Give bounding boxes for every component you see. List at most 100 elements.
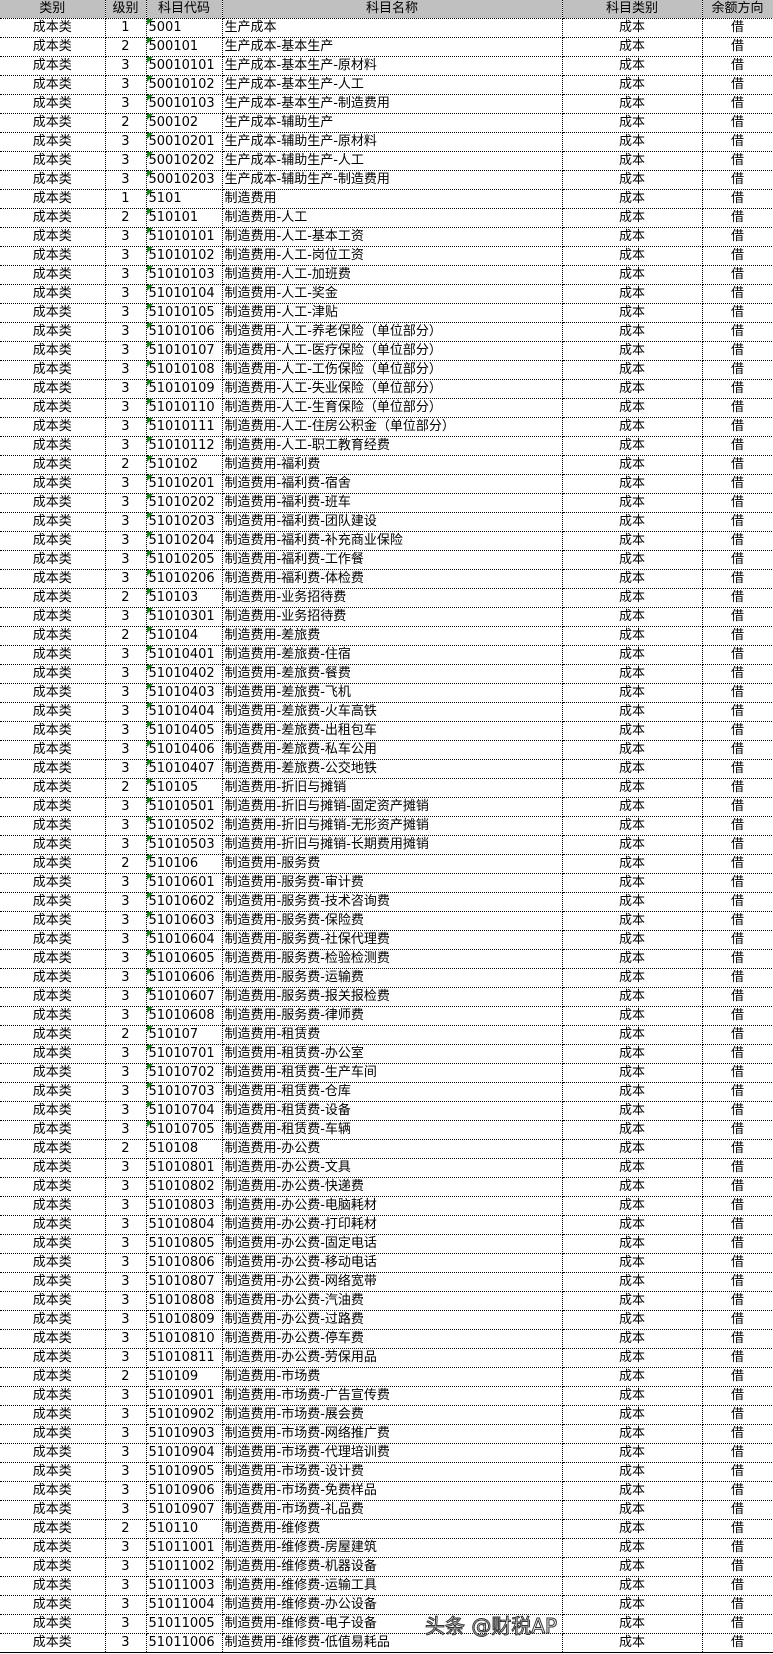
error-indicator-icon[interactable] [146, 114, 153, 120]
level-cell[interactable]: 3 [105, 1329, 147, 1349]
name-cell[interactable]: 制造费用-维修费-机器设备 [222, 1557, 563, 1577]
code-cell[interactable]: 51010811 [146, 1348, 223, 1368]
name-cell[interactable]: 制造费用-办公费-过路费 [222, 1310, 563, 1330]
error-indicator-icon[interactable] [146, 437, 153, 443]
balance-direction-cell[interactable]: 借 [702, 1310, 773, 1330]
balance-direction-cell[interactable]: 借 [702, 778, 773, 798]
category-cell[interactable]: 成本类 [0, 417, 106, 437]
balance-direction-cell[interactable]: 借 [702, 873, 773, 893]
code-cell[interactable]: 51010703 [146, 1082, 223, 1102]
balance-direction-cell[interactable]: 借 [702, 227, 773, 247]
balance-direction-cell[interactable]: 借 [702, 512, 773, 532]
category-cell[interactable]: 成本类 [0, 1234, 106, 1254]
name-cell[interactable]: 制造费用-办公费-停车费 [222, 1329, 563, 1349]
name-cell[interactable]: 制造费用-业务招待费 [222, 607, 563, 627]
name-cell[interactable]: 制造费用-差旅费-餐费 [222, 664, 563, 684]
code-cell[interactable]: 51010807 [146, 1272, 223, 1292]
category-cell[interactable]: 成本类 [0, 835, 106, 855]
code-cell[interactable]: 51010601 [146, 873, 223, 893]
balance-direction-cell[interactable]: 借 [702, 588, 773, 608]
error-indicator-icon[interactable] [146, 494, 153, 500]
account-type-cell[interactable]: 成本 [562, 550, 703, 570]
balance-direction-cell[interactable]: 借 [702, 360, 773, 380]
error-indicator-icon[interactable] [146, 95, 153, 101]
name-cell[interactable]: 制造费用-市场费-免费样品 [222, 1481, 563, 1501]
name-cell[interactable]: 制造费用-差旅费 [222, 626, 563, 646]
balance-direction-cell[interactable]: 借 [702, 835, 773, 855]
name-cell[interactable]: 制造费用-办公费-网络宽带 [222, 1272, 563, 1292]
category-cell[interactable]: 成本类 [0, 132, 106, 152]
balance-direction-cell[interactable]: 借 [702, 1614, 773, 1634]
account-type-cell[interactable]: 成本 [562, 1614, 703, 1634]
balance-direction-cell[interactable]: 借 [702, 322, 773, 342]
code-cell[interactable]: 510101 [146, 208, 223, 228]
code-cell[interactable]: 51010904 [146, 1443, 223, 1463]
account-type-cell[interactable]: 成本 [562, 1082, 703, 1102]
account-type-cell[interactable]: 成本 [562, 265, 703, 285]
balance-direction-cell[interactable]: 借 [702, 1215, 773, 1235]
error-indicator-icon[interactable] [146, 532, 153, 538]
code-cell[interactable]: 51010101 [146, 227, 223, 247]
account-type-cell[interactable]: 成本 [562, 1519, 703, 1539]
category-cell[interactable]: 成本类 [0, 246, 106, 266]
name-cell[interactable]: 制造费用-办公费 [222, 1139, 563, 1159]
level-cell[interactable]: 3 [105, 227, 147, 247]
account-type-cell[interactable]: 成本 [562, 436, 703, 456]
code-cell[interactable]: 51010804 [146, 1215, 223, 1235]
name-cell[interactable]: 制造费用-人工-基本工资 [222, 227, 563, 247]
code-cell[interactable]: 50010102 [146, 75, 223, 95]
category-cell[interactable]: 成本类 [0, 1196, 106, 1216]
error-indicator-icon[interactable] [146, 665, 153, 671]
name-cell[interactable]: 制造费用-差旅费-私车公用 [222, 740, 563, 760]
category-cell[interactable]: 成本类 [0, 151, 106, 171]
balance-direction-cell[interactable]: 借 [702, 759, 773, 779]
name-cell[interactable]: 制造费用-人工-工伤保险（单位部分） [222, 360, 563, 380]
category-cell[interactable]: 成本类 [0, 1006, 106, 1026]
account-type-cell[interactable]: 成本 [562, 360, 703, 380]
error-indicator-icon[interactable] [146, 76, 153, 82]
code-cell[interactable]: 51010404 [146, 702, 223, 722]
name-cell[interactable]: 制造费用-业务招待费 [222, 588, 563, 608]
category-cell[interactable]: 成本类 [0, 740, 106, 760]
category-cell[interactable]: 成本类 [0, 1253, 106, 1273]
account-type-cell[interactable]: 成本 [562, 341, 703, 361]
name-cell[interactable]: 制造费用-市场费-展会费 [222, 1405, 563, 1425]
level-cell[interactable]: 3 [105, 797, 147, 817]
name-cell[interactable]: 制造费用-差旅费-飞机 [222, 683, 563, 703]
account-type-cell[interactable]: 成本 [562, 1310, 703, 1330]
level-cell[interactable]: 3 [105, 607, 147, 627]
level-cell[interactable]: 3 [105, 512, 147, 532]
code-cell[interactable]: 51010501 [146, 797, 223, 817]
category-cell[interactable]: 成本类 [0, 588, 106, 608]
name-cell[interactable]: 制造费用-人工-职工教育经费 [222, 436, 563, 456]
category-cell[interactable]: 成本类 [0, 949, 106, 969]
account-type-cell[interactable]: 成本 [562, 1196, 703, 1216]
level-cell[interactable]: 3 [105, 930, 147, 950]
category-cell[interactable]: 成本类 [0, 37, 106, 57]
category-cell[interactable]: 成本类 [0, 1348, 106, 1368]
category-cell[interactable]: 成本类 [0, 664, 106, 684]
code-cell[interactable]: 510105 [146, 778, 223, 798]
balance-direction-cell[interactable]: 借 [702, 208, 773, 228]
code-cell[interactable]: 51010903 [146, 1424, 223, 1444]
error-indicator-icon[interactable] [146, 247, 153, 253]
category-cell[interactable]: 成本类 [0, 1310, 106, 1330]
error-indicator-icon[interactable] [146, 893, 153, 899]
account-type-cell[interactable]: 成本 [562, 1120, 703, 1140]
balance-direction-cell[interactable]: 借 [702, 626, 773, 646]
account-type-cell[interactable]: 成本 [562, 778, 703, 798]
category-cell[interactable]: 成本类 [0, 474, 106, 494]
code-cell[interactable]: 500101 [146, 37, 223, 57]
name-cell[interactable]: 制造费用-服务费-律师费 [222, 1006, 563, 1026]
balance-direction-cell[interactable]: 借 [702, 75, 773, 95]
level-cell[interactable]: 1 [105, 18, 147, 38]
code-cell[interactable]: 51010111 [146, 417, 223, 437]
error-indicator-icon[interactable] [146, 703, 153, 709]
balance-direction-cell[interactable]: 借 [702, 1158, 773, 1178]
balance-direction-cell[interactable]: 借 [702, 1462, 773, 1482]
account-type-cell[interactable]: 成本 [562, 930, 703, 950]
level-cell[interactable]: 2 [105, 113, 147, 133]
balance-direction-cell[interactable]: 借 [702, 930, 773, 950]
code-cell[interactable]: 51010201 [146, 474, 223, 494]
error-indicator-icon[interactable] [146, 627, 153, 633]
